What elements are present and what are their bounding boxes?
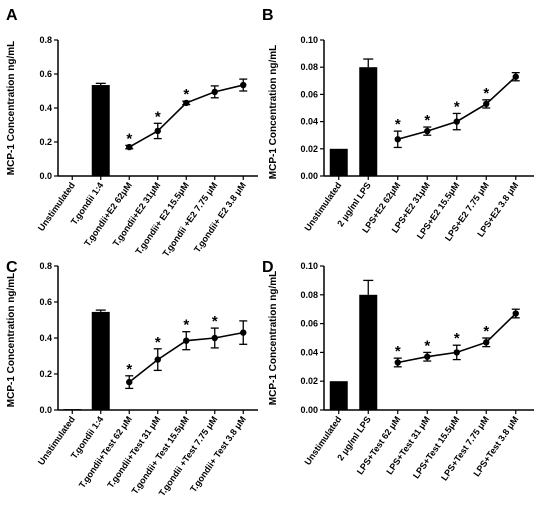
significance-marker: * — [126, 361, 132, 378]
bar — [329, 381, 348, 410]
bar — [63, 409, 82, 410]
y-tick-label: 0.06 — [300, 319, 318, 329]
y-axis-title: MCP-1 Concentration ng/mL — [6, 273, 17, 407]
y-tick-label: 0.08 — [300, 290, 318, 300]
significance-marker: * — [454, 330, 460, 347]
y-tick-label: 0.2 — [39, 369, 52, 379]
data-point — [154, 127, 161, 135]
category-label: T.gondii+Test 31 μM — [105, 414, 162, 489]
y-tick-label: 0.8 — [39, 35, 52, 45]
category-label: T.gondii+ E2 3.8 μM — [192, 180, 248, 254]
y-tick-label: 0.0 — [39, 171, 52, 181]
significance-marker: * — [183, 317, 189, 334]
data-point — [512, 310, 519, 317]
y-tick-label: 0.00 — [300, 171, 318, 181]
y-tick-label: 0.02 — [300, 144, 318, 154]
bar — [329, 148, 348, 176]
data-point — [394, 136, 401, 143]
data-point — [126, 378, 133, 386]
category-label: T.gondii+ Test 3.8 μM — [188, 414, 248, 494]
y-tick-label: 0.10 — [300, 261, 318, 271]
data-point — [483, 339, 490, 346]
significance-marker: * — [395, 116, 401, 133]
y-tick-label: 0.2 — [39, 137, 52, 147]
data-point — [240, 329, 247, 336]
significance-marker: * — [424, 112, 430, 129]
data-point — [512, 73, 519, 80]
panel-c: C MCP-1 Concentration ng/mL 0.0 0.2 0.4 0.6… — [6, 259, 258, 498]
y-tick-label: 0.8 — [39, 261, 52, 271]
significance-marker: * — [155, 108, 161, 125]
y-tick-label: 0.00 — [300, 405, 318, 415]
bar — [91, 85, 110, 176]
significance-marker: * — [483, 85, 489, 102]
significance-marker: * — [212, 313, 218, 330]
panel-label: A — [6, 7, 18, 24]
significance-marker: * — [183, 86, 189, 103]
data-point — [394, 359, 401, 366]
data-point — [211, 88, 218, 96]
significance-marker: * — [454, 98, 460, 115]
data-point — [126, 143, 133, 151]
y-axis-title: MCP-1 Concentration ng/mL — [268, 45, 279, 179]
category-label: T.gondii+ E2 15.5μM — [133, 180, 190, 256]
panel-d: D MCP-1 Concentration ng/mL 0.00 0.02 0.04… — [262, 259, 534, 483]
category-label: Unstimulated — [36, 414, 77, 466]
y-tick-label: 0.04 — [300, 117, 318, 127]
significance-marker: * — [395, 343, 401, 360]
y-tick-label: 0.4 — [39, 103, 52, 113]
panel-b: B MCP-1 Concentration ng/mL 0.00 0.02 0.04… — [262, 7, 534, 243]
data-point — [424, 127, 431, 135]
data-point — [453, 349, 460, 356]
y-tick-label: 0.10 — [300, 35, 318, 45]
data-point — [424, 353, 431, 360]
category-label: T.gondii +E2 7.75 μM — [161, 180, 220, 258]
y-tick-label: 0.08 — [300, 62, 318, 72]
panel-label: D — [262, 259, 274, 276]
y-tick-label: 0.06 — [300, 89, 318, 99]
bar — [91, 311, 110, 410]
y-tick-label: 0.04 — [300, 347, 318, 357]
y-tick-label: 0.02 — [300, 376, 318, 386]
bar — [359, 294, 378, 410]
panel-label: B — [262, 7, 274, 24]
data-point — [240, 81, 247, 89]
significance-marker: * — [483, 323, 489, 340]
category-label: T.gondii+Test 62 μM — [77, 414, 134, 489]
y-axis-title: MCP-1 Concentration ng/mL — [6, 41, 17, 175]
data-point — [453, 118, 460, 125]
panel-a: A MCP-1 Concentration ng/mL 0.0 0.2 0.4 0.6… — [6, 7, 258, 258]
data-point — [183, 99, 190, 107]
y-axis-title: MCP-1 Concentration ng/mL — [268, 271, 279, 405]
significance-marker: * — [155, 334, 161, 351]
y-tick-label: 0.4 — [39, 333, 52, 343]
y-tick-label: 0.6 — [39, 297, 52, 307]
significance-marker: * — [424, 337, 430, 354]
data-point — [211, 334, 218, 342]
data-point — [183, 337, 190, 344]
data-point — [154, 356, 161, 363]
y-tick-label: 0.0 — [39, 405, 52, 415]
y-tick-label: 0.6 — [39, 69, 52, 79]
panel-label: C — [6, 259, 18, 276]
data-point — [483, 100, 490, 108]
category-label: Unstimulated — [36, 180, 77, 232]
significance-marker: * — [126, 130, 132, 147]
bar — [359, 67, 378, 176]
